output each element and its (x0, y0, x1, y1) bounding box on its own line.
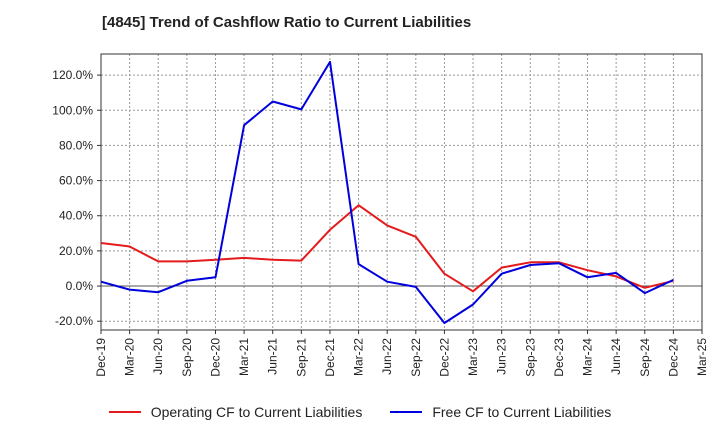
y-tick-label: 20.0% (59, 244, 93, 258)
x-tick-label: Jun-22 (380, 338, 394, 375)
x-tick-label: Sep-23 (523, 338, 537, 377)
x-tick-label: Jun-21 (266, 338, 280, 375)
x-tick-label: Sep-24 (638, 338, 652, 377)
y-tick-label: -20.0% (55, 314, 93, 328)
y-tick-label: 80.0% (59, 138, 93, 152)
legend-swatch-blue (390, 411, 423, 413)
x-tick-label: Mar-24 (581, 338, 595, 376)
x-tick-labels: Dec-19 Mar-20 Jun-20 Sep-20 Dec-20 Mar-21 Jun-… (94, 338, 709, 377)
x-tick-label: Mar-22 (352, 338, 366, 376)
x-tick-label: Dec-20 (208, 338, 222, 377)
y-tick-label: 120.0% (52, 68, 93, 82)
x-tick-label: Jun-20 (151, 338, 165, 375)
x-tick-label: Dec-19 (94, 338, 108, 377)
y-tick-label: 100.0% (52, 103, 93, 117)
x-tick-label: Sep-22 (409, 338, 423, 377)
x-tick-label: Sep-21 (294, 338, 308, 377)
y-tick-label: 60.0% (59, 174, 93, 188)
plot-frame (100, 53, 703, 331)
x-tick-label: Dec-23 (552, 338, 566, 377)
chart-title: [4845] Trend of Cashflow Ratio to Curren… (102, 14, 472, 31)
axes (97, 53, 703, 334)
y-tick-label: 40.0% (59, 209, 93, 223)
legend-item-operating-cf: Operating CF to Current Liabilities (108, 404, 363, 420)
legend-label-operating-cf: Operating CF to Current Liabilities (150, 404, 363, 420)
x-tick-label: Mar-23 (466, 338, 480, 376)
x-tick-label: Dec-24 (666, 338, 680, 377)
x-tick-label: Mar-21 (237, 338, 251, 376)
legend-label-free-cf: Free CF to Current Liabilities (432, 404, 612, 420)
series-line-free-cf (100, 60, 674, 324)
x-tick-label: Jun-24 (609, 338, 623, 375)
legend: Operating CF to Current Liabilities Free… (0, 404, 720, 420)
series-lines (100, 60, 674, 324)
grid (101, 54, 702, 330)
x-tick-label: Jun-23 (495, 338, 509, 375)
x-tick-label: Mar-25 (695, 338, 709, 376)
x-tick-label: Sep-20 (180, 338, 194, 377)
x-tick-label: Dec-22 (437, 338, 451, 377)
legend-item-free-cf: Free CF to Current Liabilities (390, 404, 611, 420)
series-line-operating-cf (100, 204, 674, 293)
y-tick-labels: -20.0% 0.0% 20.0% 40.0% 60.0% 80.0% 100.0% 120.… (52, 68, 93, 328)
y-tick-label: 0.0% (66, 279, 94, 293)
legend-swatch-red (108, 411, 141, 413)
x-tick-label: Dec-21 (323, 338, 337, 377)
x-tick-label: Mar-20 (123, 338, 137, 376)
